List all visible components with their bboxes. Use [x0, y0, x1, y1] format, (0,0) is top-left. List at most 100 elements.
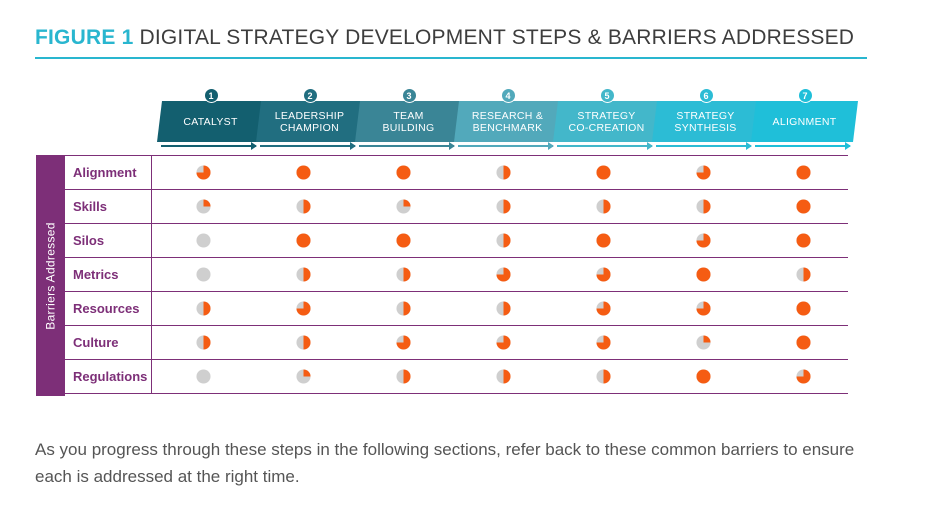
harvey-ball-icon: [695, 165, 711, 180]
barrier-row-alignment: Alignment: [65, 156, 848, 190]
harvey-ball-icon: [795, 267, 811, 282]
harvey-ball-icon: [795, 369, 811, 384]
step-number-badge: 4: [500, 88, 516, 103]
harvey-ball-icon: [695, 199, 711, 214]
step-label-line: CATALYST: [183, 115, 238, 128]
barrier-label: Skills: [65, 190, 152, 223]
harvey-ball-icon: [795, 199, 811, 214]
harvey-ball-icon: [695, 369, 711, 384]
figure-label: FIGURE 1: [35, 26, 134, 49]
title-divider: [35, 57, 867, 59]
step-4: RESEARCH & BENCHMARK: [454, 101, 561, 142]
harvey-ball-icon: [295, 335, 311, 350]
harvey-ball-icon: [195, 335, 211, 350]
harvey-ball-icon: [795, 165, 811, 180]
harvey-ball-icon: [495, 165, 511, 180]
barrier-label: Silos: [65, 224, 152, 257]
harvey-ball-icon: [695, 335, 711, 350]
harvey-ball-icon: [395, 233, 411, 248]
figure-heading: DIGITAL STRATEGY DEVELOPMENT STEPS & BAR…: [139, 26, 855, 49]
barrier-label: Alignment: [65, 156, 152, 189]
step-label-line: CO-CREATION: [568, 121, 645, 134]
barriers-label: Barriers Addressed: [43, 221, 58, 330]
barrier-row-skills: Skills: [65, 190, 848, 224]
harvey-ball-icon: [395, 267, 411, 282]
barrier-row-culture: Culture: [65, 326, 848, 360]
step-label: ALIGNMENT: [773, 116, 837, 128]
step-label-line: SYNTHESIS: [674, 121, 737, 134]
step-arrow-icon: [656, 142, 752, 150]
step-1: CATALYST: [157, 101, 264, 142]
harvey-ball-icon: [595, 199, 611, 214]
harvey-ball-icon: [195, 199, 211, 214]
step-2: LEADERSHIP CHAMPION: [256, 101, 363, 142]
harvey-ball-icon: [595, 233, 611, 248]
harvey-ball-icon: [195, 369, 211, 384]
barrier-row-regulations: Regulations: [65, 360, 848, 394]
harvey-ball-icon: [695, 301, 711, 316]
harvey-ball-icon: [795, 301, 811, 316]
step-number-badge: 2: [302, 88, 318, 103]
step-number-badge: 6: [698, 88, 714, 103]
grid-top-border: [36, 155, 848, 156]
step-label-line: TEAM: [393, 109, 424, 122]
barrier-label: Resources: [65, 292, 152, 325]
step-label: LEADERSHIP CHAMPION: [275, 110, 345, 134]
harvey-ball-icon: [595, 369, 611, 384]
step-6: STRATEGY SYNTHESIS: [652, 101, 759, 142]
harvey-ball-icon: [595, 335, 611, 350]
barrier-row-silos: Silos: [65, 224, 848, 258]
barrier-row-metrics: Metrics: [65, 258, 848, 292]
step-label-line: BENCHMARK: [472, 121, 543, 134]
step-label-line: STRATEGY: [676, 109, 735, 122]
harvey-ball-icon: [795, 233, 811, 248]
step-arrow-icon: [458, 142, 554, 150]
barrier-label: Regulations: [65, 360, 152, 393]
barrier-row-resources: Resources: [65, 292, 848, 326]
harvey-ball-icon: [295, 369, 311, 384]
step-arrow-icon: [755, 142, 851, 150]
step-label-line: LEADERSHIP: [274, 109, 345, 122]
step-label: CATALYST: [183, 116, 237, 128]
step-label-line: STRATEGY: [577, 109, 636, 122]
step-label: RESEARCH & BENCHMARK: [472, 110, 543, 134]
step-arrow-icon: [260, 142, 356, 150]
harvey-ball-icon: [595, 301, 611, 316]
harvey-ball-icon: [495, 267, 511, 282]
step-label: TEAM BUILDING: [383, 110, 435, 134]
step-5: STRATEGY CO-CREATION: [553, 101, 660, 142]
step-label-line: CHAMPION: [280, 121, 339, 134]
harvey-ball-icon: [395, 165, 411, 180]
harvey-ball-icon: [395, 199, 411, 214]
harvey-ball-icon: [195, 165, 211, 180]
harvey-ball-icon: [495, 369, 511, 384]
step-number-badge: 1: [203, 88, 219, 103]
step-arrow-icon: [161, 142, 257, 150]
harvey-ball-icon: [795, 335, 811, 350]
harvey-ball-icon: [595, 267, 611, 282]
harvey-ball-icon: [295, 199, 311, 214]
step-label-line: ALIGNMENT: [772, 115, 837, 128]
harvey-ball-icon: [295, 267, 311, 282]
harvey-ball-icon: [395, 335, 411, 350]
harvey-ball-icon: [495, 301, 511, 316]
harvey-ball-icon: [495, 233, 511, 248]
barrier-label: Metrics: [65, 258, 152, 291]
step-number-badge: 3: [401, 88, 417, 103]
step-label: STRATEGY CO-CREATION: [568, 110, 644, 134]
harvey-ball-icon: [295, 165, 311, 180]
barriers-side-band: Barriers Addressed: [36, 155, 65, 396]
step-7: ALIGNMENT: [751, 101, 858, 142]
harvey-ball-icon: [395, 301, 411, 316]
harvey-ball-icon: [495, 335, 511, 350]
harvey-ball-icon: [295, 233, 311, 248]
harvey-ball-icon: [295, 301, 311, 316]
step-3: TEAM BUILDING: [355, 101, 462, 142]
harvey-ball-icon: [595, 165, 611, 180]
barrier-label: Culture: [65, 326, 152, 359]
harvey-ball-icon: [195, 267, 211, 282]
harvey-ball-icon: [695, 267, 711, 282]
step-arrow-icon: [359, 142, 455, 150]
step-label: STRATEGY SYNTHESIS: [674, 110, 736, 134]
harvey-ball-icon: [195, 301, 211, 316]
